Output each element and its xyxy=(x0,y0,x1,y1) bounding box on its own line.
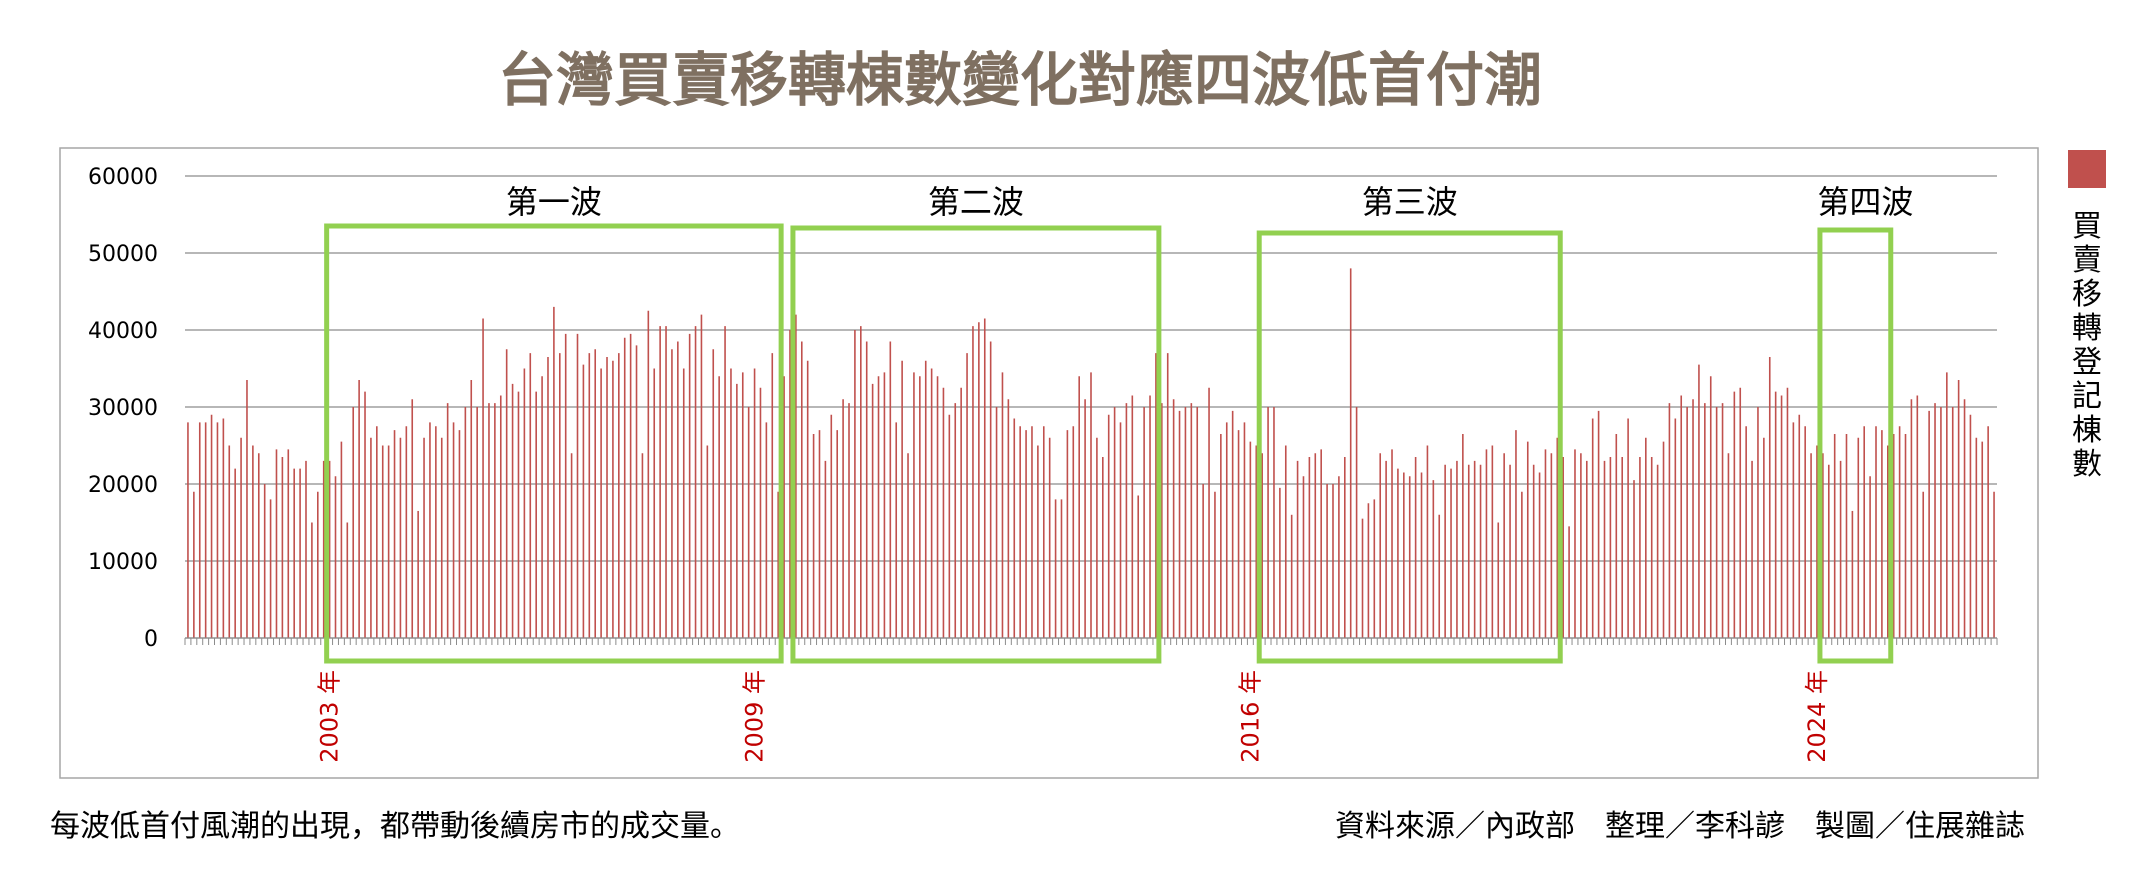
caption-left: 每波低首付風潮的出現，都帶動後續房市的成交量。 xyxy=(50,809,740,844)
y-tick-label: 20000 xyxy=(88,473,158,498)
x-axis-labels: 2003 年 2009 年 2016 年 2024 年 xyxy=(316,670,1831,763)
wave-box xyxy=(324,223,784,664)
wave-label: 第三波 xyxy=(1362,183,1458,221)
chart-title: 台灣買賣移轉棟數變化對應四波低首付潮 xyxy=(498,46,1542,114)
wave-label: 第四波 xyxy=(1817,183,1913,221)
y-tick-label: 50000 xyxy=(88,242,158,267)
x-label: 2024 年 xyxy=(1803,670,1831,763)
y-tick-label: 40000 xyxy=(88,319,158,344)
wave-box xyxy=(1256,230,1563,664)
wave-annotations: 第一波 第二波 第三波 第四波 xyxy=(324,183,1913,664)
y-tick-label: 60000 xyxy=(88,165,158,190)
legend-label: 買賣移轉登記棟數 xyxy=(2072,209,2102,482)
y-tick-label: 0 xyxy=(144,627,158,652)
caption-right: 資料來源／內政部 整理／李科諺 製圖／住展雜誌 xyxy=(1335,809,2025,844)
y-tick-label: 10000 xyxy=(88,550,158,575)
x-axis xyxy=(184,637,1998,645)
wave-label: 第二波 xyxy=(928,183,1024,221)
x-label: 2003 年 xyxy=(316,670,344,763)
grid-lines xyxy=(185,175,1997,639)
y-tick-label: 30000 xyxy=(88,396,158,421)
wave-label: 第一波 xyxy=(506,183,602,221)
legend-swatch xyxy=(2068,150,2106,188)
bar-series xyxy=(187,268,1995,638)
wave-box xyxy=(1817,227,1894,664)
y-axis-ticks: 60000 50000 40000 30000 20000 10000 0 xyxy=(88,165,158,652)
legend: 買賣移轉登記棟數 xyxy=(2068,150,2106,482)
x-label: 2009 年 xyxy=(741,670,769,763)
wave-box xyxy=(790,225,1162,664)
plot-frame xyxy=(59,147,2039,779)
x-label: 2016 年 xyxy=(1236,670,1264,763)
